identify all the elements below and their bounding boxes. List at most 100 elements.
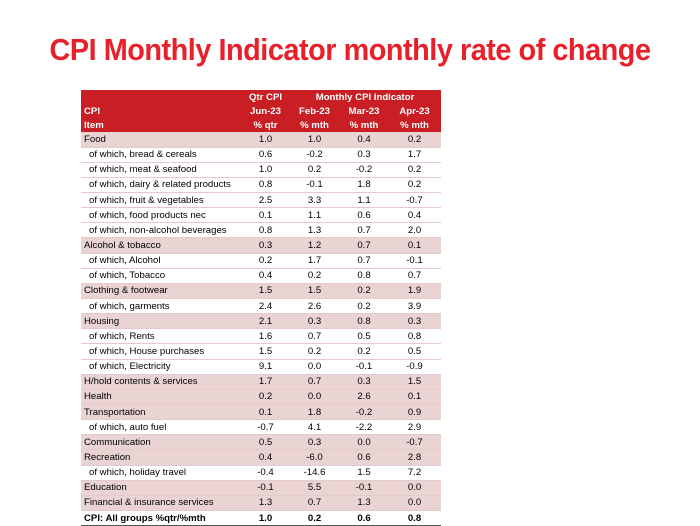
- header-monthly-indicator: Monthly CPI Indicator: [289, 90, 442, 105]
- category-row: Food 1.0 1.0 0.4 0.2: [81, 132, 442, 148]
- value-cell: 0.7: [388, 268, 442, 284]
- sub-row: of which, Electricity 9.1 0.0 -0.1 -0.9: [81, 359, 442, 375]
- value-cell: 1.7: [388, 147, 442, 163]
- value-cell: 0.2: [340, 298, 388, 315]
- value-cell: 0.6: [340, 449, 388, 466]
- value-cell: 0.2: [289, 343, 340, 360]
- value-cell: 0.3: [340, 374, 388, 390]
- sub-row: of which, holiday travel -0.4 -14.6 1.5 7.2: [81, 465, 442, 481]
- value-cell: 4.1: [289, 419, 340, 436]
- sub-row: of which, Alcohol 0.2 1.7 0.7 -0.1: [81, 253, 442, 269]
- value-cell: 7.2: [388, 465, 442, 481]
- value-cell: 1.5: [340, 465, 388, 481]
- row-label: of which, dairy & related products: [81, 177, 242, 193]
- value-cell: 1.0: [242, 509, 289, 526]
- category-row: H/hold contents & services 1.7 0.7 0.3 1.5: [81, 374, 442, 390]
- row-label: Recreation: [81, 449, 242, 466]
- value-cell: 1.3: [242, 495, 289, 511]
- value-cell: 0.7: [340, 222, 388, 239]
- value-cell: 0.8: [388, 328, 442, 345]
- value-cell: 0.7: [289, 328, 340, 345]
- row-label: of which, auto fuel: [81, 419, 242, 436]
- value-cell: 0.1: [242, 404, 289, 421]
- value-cell: 0.2: [388, 177, 442, 193]
- row-label: of which, Alcohol: [81, 253, 242, 269]
- sub-row: of which, bread & cereals 0.6 -0.2 0.3 1.7: [81, 147, 442, 163]
- table-body: Food 1.0 1.0 0.4 0.2 of which, bread & cereal…: [81, 132, 442, 526]
- sub-row: of which, auto fuel -0.7 4.1 -2.2 2.9: [81, 419, 442, 436]
- value-cell: 1.6: [242, 328, 289, 345]
- row-label: of which, bread & cereals: [81, 147, 242, 163]
- category-row: Education -0.1 5.5 -0.1 0.0: [81, 480, 442, 496]
- value-cell: 2.0: [388, 222, 442, 239]
- value-cell: 0.7: [340, 237, 388, 254]
- value-cell: 1.2: [289, 237, 340, 254]
- value-cell: 0.2: [388, 162, 442, 178]
- value-cell: 0.7: [340, 253, 388, 269]
- value-cell: 0.3: [289, 434, 340, 451]
- row-label: Clothing & footwear: [81, 283, 242, 299]
- header-cell: % mth: [289, 118, 340, 133]
- value-cell: 0.6: [340, 207, 388, 224]
- value-cell: 0.8: [388, 509, 442, 526]
- row-label: of which, fruit & vegetables: [81, 192, 242, 209]
- row-label: of which, Electricity: [81, 359, 242, 375]
- value-cell: 0.8: [340, 313, 388, 330]
- value-cell: 0.0: [289, 389, 340, 405]
- sub-row: of which, fruit & vegetables 2.5 3.3 1.1 -0.…: [81, 192, 442, 209]
- value-cell: 1.5: [242, 283, 289, 299]
- value-cell: 1.0: [242, 162, 289, 178]
- value-cell: 0.1: [388, 389, 442, 405]
- row-label: of which, food products nec: [81, 207, 242, 224]
- value-cell: 2.9: [388, 419, 442, 436]
- cpi-table: Qtr CPI Monthly CPI Indicator CPI Jun-23…: [81, 90, 442, 526]
- value-cell: 1.0: [289, 132, 340, 148]
- value-cell: -0.1: [289, 177, 340, 193]
- sub-row: of which, food products nec 0.1 1.1 0.6 0.4: [81, 207, 442, 224]
- header-cell: CPI: [81, 104, 242, 119]
- row-label: Housing: [81, 313, 242, 330]
- value-cell: 2.6: [340, 389, 388, 405]
- value-cell: 1.0: [242, 132, 289, 148]
- value-cell: 0.2: [242, 389, 289, 405]
- header-cell: % qtr: [242, 118, 289, 133]
- value-cell: 0.1: [388, 237, 442, 254]
- page-title: CPI Monthly Indicator monthly rate of ch…: [49, 32, 651, 67]
- sub-row: of which, dairy & related products 0.8 -0.…: [81, 177, 442, 193]
- value-cell: 1.3: [289, 222, 340, 239]
- value-cell: 0.9: [388, 404, 442, 421]
- value-cell: -0.7: [388, 434, 442, 451]
- value-cell: 1.7: [289, 253, 340, 269]
- value-cell: 0.3: [388, 313, 442, 330]
- row-label: Transportation: [81, 404, 242, 421]
- value-cell: -0.4: [242, 465, 289, 481]
- row-label: H/hold contents & services: [81, 374, 242, 390]
- row-label: of which, holiday travel: [81, 465, 242, 481]
- value-cell: 0.0: [289, 359, 340, 375]
- sub-row: of which, Rents 1.6 0.7 0.5 0.8: [81, 328, 442, 345]
- value-cell: 1.9: [388, 283, 442, 299]
- value-cell: 9.1: [242, 359, 289, 375]
- category-row: Alcohol & tobacco 0.3 1.2 0.7 0.1: [81, 237, 442, 254]
- value-cell: 1.1: [289, 207, 340, 224]
- value-cell: 0.4: [340, 132, 388, 148]
- value-cell: 0.4: [242, 449, 289, 466]
- value-cell: 3.3: [289, 192, 340, 209]
- value-cell: 2.6: [289, 298, 340, 315]
- header-row: Qtr CPI Monthly CPI Indicator: [81, 90, 442, 105]
- header-row: Item % qtr % mth % mth % mth: [81, 118, 442, 133]
- value-cell: -0.2: [340, 404, 388, 421]
- row-label: of which, non-alcohol beverages: [81, 222, 242, 239]
- value-cell: 0.0: [340, 434, 388, 451]
- category-row: Transportation 0.1 1.8 -0.2 0.9: [81, 404, 442, 421]
- header-cell: [81, 90, 242, 105]
- header-cell: % mth: [388, 118, 442, 133]
- category-row: Recreation 0.4 -6.0 0.6 2.8: [81, 449, 442, 466]
- value-cell: 1.5: [289, 283, 340, 299]
- row-label: of which, meat & seafood: [81, 162, 242, 178]
- value-cell: -0.7: [242, 419, 289, 436]
- category-row: Health 0.2 0.0 2.6 0.1: [81, 389, 442, 405]
- value-cell: 1.8: [340, 177, 388, 193]
- header-cell: Apr-23: [388, 104, 442, 119]
- sub-row: of which, House purchases 1.5 0.2 0.2 0.5: [81, 343, 442, 360]
